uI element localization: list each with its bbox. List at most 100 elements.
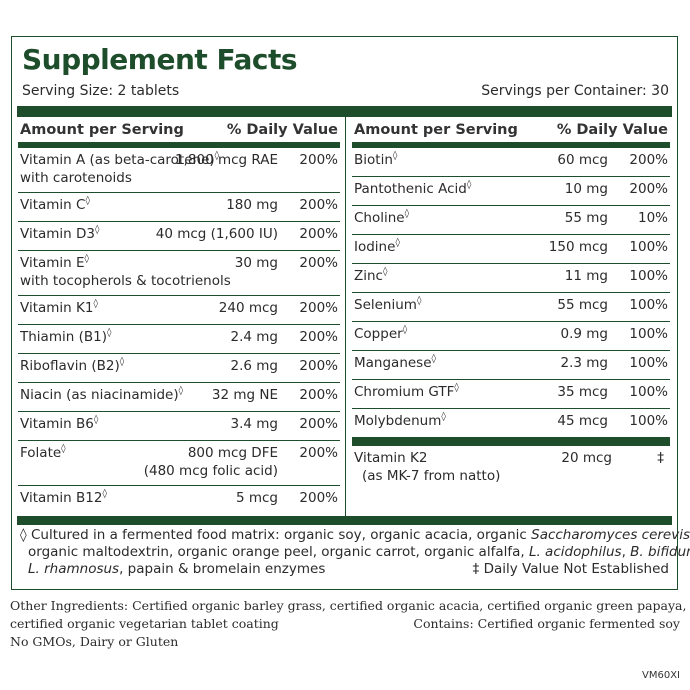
nutrient-amount: 40 mcg (1,600 IU) xyxy=(155,226,278,242)
left-column-header: Amount per Serving % Daily Value xyxy=(18,117,340,148)
amount-header: Amount per Serving xyxy=(20,122,184,138)
nutrient-dv: 100% xyxy=(629,239,668,255)
nutrient-dv: 100% xyxy=(629,268,668,284)
other-ingredients-text: certified organic vegetarian tablet coat… xyxy=(10,616,279,631)
dv-header: % Daily Value xyxy=(556,122,668,138)
diamond-symbol: ◊ xyxy=(20,527,27,543)
nutrient-dv: 200% xyxy=(299,329,338,345)
nutrient-dv: 200% xyxy=(299,226,338,242)
nutrient-row-choline: Choline◊ 55 mg 10% xyxy=(352,206,670,235)
nutrient-row-vitamin-k2: Vitamin K2 (as MK-7 from natto) 20 mcg ‡ xyxy=(352,446,670,496)
diamond-symbol: ◊ xyxy=(178,386,184,396)
footnote-text: organic maltodextrin, organic orange pee… xyxy=(28,544,529,560)
nutrient-name: Vitamin B6◊ xyxy=(20,415,99,432)
nutrient-row-manganese: Manganese◊ 2.3 mg 100% xyxy=(352,351,670,380)
allergen-statement: No GMOs, Dairy or Gluten xyxy=(10,634,179,649)
nutrient-row-pantothenic-acid: Pantothenic Acid◊ 10 mg 200% xyxy=(352,177,670,206)
nutrient-amount: 1,800 mcg RAE xyxy=(175,152,278,168)
column-divider xyxy=(345,117,346,516)
nutrient-name: Vitamin C◊ xyxy=(20,196,90,213)
diamond-symbol: ◊ xyxy=(214,151,220,161)
nutrient-name: Choline◊ xyxy=(354,209,410,226)
nutrient-amount: 2.3 mg xyxy=(560,355,608,371)
nutrient-subtext: (as MK-7 from natto) xyxy=(362,468,501,484)
nutrient-row-vitamin-d3: Vitamin D3◊ 40 mcg (1,600 IU) 200% xyxy=(18,222,340,251)
nutrient-dv: 100% xyxy=(629,413,668,429)
nutrient-amount: 180 mg xyxy=(226,197,278,213)
nutrient-row-selenium: Selenium◊ 55 mcg 100% xyxy=(352,293,670,322)
nutrient-name: Vitamin E◊ xyxy=(20,254,89,271)
diamond-symbol: ◊ xyxy=(93,299,98,309)
dagger-note: ‡ Daily Value Not Established xyxy=(472,561,669,577)
k2-divider xyxy=(352,438,670,446)
footnote-line-1: ◊ Cultured in a fermented food matrix: o… xyxy=(20,527,690,544)
nutrient-dv: 200% xyxy=(299,490,338,506)
nutrient-name: Molybdenum◊ xyxy=(354,412,446,429)
contains-statement: Contains: Certified organic fermented so… xyxy=(413,616,680,631)
diamond-symbol: ◊ xyxy=(392,151,398,161)
nutrient-name: Folate◊ xyxy=(20,444,66,461)
nutrient-amount: 240 mcg xyxy=(218,300,278,316)
nutrient-amount-detail: (480 mcg folic acid) xyxy=(143,463,278,479)
nutrient-name: Vitamin A (as beta-carotene)◊ xyxy=(20,151,220,168)
diamond-symbol: ◊ xyxy=(102,489,107,499)
nutrient-amount: 11 mg xyxy=(564,268,608,284)
nutrient-row-niacin-as-niacinamide: Niacin (as niacinamide)◊ 32 mg NE 200% xyxy=(18,383,340,412)
nutrient-dv: 200% xyxy=(629,152,668,168)
nutrient-row-vitamin-k1: Vitamin K1◊ 240 mcg 200% xyxy=(18,296,340,325)
nutrient-name: Iodine◊ xyxy=(354,238,400,255)
nutrient-row-vitamin-a-as-beta-carotene: Vitamin A (as beta-carotene)◊ with carote… xyxy=(18,148,340,193)
nutrient-dv: 200% xyxy=(299,255,338,271)
left-nutrient-column: Amount per Serving % Daily Value Vitamin… xyxy=(18,117,340,515)
header-divider xyxy=(17,106,672,117)
nutrient-row-zinc: Zinc◊ 11 mg 100% xyxy=(352,264,670,293)
nutrient-name: Biotin◊ xyxy=(354,151,398,168)
nutrient-dv: 200% xyxy=(299,197,338,213)
nutrient-dv: 200% xyxy=(629,181,668,197)
servings-per-container: Servings per Container: 30 xyxy=(481,83,669,99)
nutrient-dv: 10% xyxy=(637,210,668,226)
nutrient-amount: 55 mg xyxy=(564,210,608,226)
footnote-italic: L. acidophilus xyxy=(528,544,622,560)
diamond-symbol: ◊ xyxy=(395,238,400,248)
nutrient-amount: 3.4 mg xyxy=(230,416,278,432)
nutrient-name: Pantothenic Acid◊ xyxy=(354,180,472,197)
footnote-italic: Saccharomyces cerevisiae xyxy=(531,527,690,543)
diamond-symbol: ◊ xyxy=(61,444,66,454)
nutrient-row-molybdenum: Molybdenum◊ 45 mcg 100% xyxy=(352,409,670,438)
nutrient-amount: 60 mcg xyxy=(557,152,608,168)
nutrient-amount: 150 mcg xyxy=(548,239,608,255)
nutrient-row-iodine: Iodine◊ 150 mcg 100% xyxy=(352,235,670,264)
nutrient-dv: 200% xyxy=(299,358,338,374)
diamond-symbol: ◊ xyxy=(93,415,99,425)
diamond-symbol: ◊ xyxy=(119,357,125,367)
other-ingredients: Other Ingredients: Certified organic bar… xyxy=(10,597,687,651)
nutrient-name: Vitamin D3◊ xyxy=(20,225,100,242)
nutrient-subtext: with tocopherols & tocotrienols xyxy=(20,273,231,289)
nutrient-amount: 2.4 mg xyxy=(230,329,278,345)
nutrient-dv: 100% xyxy=(629,326,668,342)
diamond-symbol: ◊ xyxy=(404,209,410,219)
amount-header: Amount per Serving xyxy=(354,122,518,138)
diamond-symbol: ◊ xyxy=(416,296,422,306)
nutrient-row-folate: Folate◊ 800 mcg DFE (480 mcg folic acid) 20… xyxy=(18,441,340,486)
nutrient-row-chromium-gtf: Chromium GTF◊ 35 mcg 100% xyxy=(352,380,670,409)
diamond-symbol: ◊ xyxy=(431,354,436,364)
nutrient-amount: 5 mcg xyxy=(235,490,278,506)
nutrient-subtext: with carotenoids xyxy=(20,170,132,186)
nutrient-dv: ‡ xyxy=(657,450,664,466)
nutrient-name: Niacin (as niacinamide)◊ xyxy=(20,386,184,403)
nutrient-amount: 0.9 mg xyxy=(560,326,608,342)
right-column-header: Amount per Serving % Daily Value xyxy=(352,117,670,148)
nutrient-name: Chromium GTF◊ xyxy=(354,383,459,400)
nutrient-row-copper: Copper◊ 0.9 mg 100% xyxy=(352,322,670,351)
nutrient-amount: 35 mcg xyxy=(557,384,608,400)
nutrient-dv: 100% xyxy=(629,297,668,313)
footnote-line-3: L. rhamnosus, papain & bromelain enzymes… xyxy=(20,561,669,578)
nutrient-dv: 200% xyxy=(299,387,338,403)
other-ingredients-line-1: Other Ingredients: Certified organic bar… xyxy=(10,598,687,613)
other-ingredients-line-2: certified organic vegetarian tablet coat… xyxy=(10,615,680,633)
nutrient-name: Vitamin K1◊ xyxy=(20,299,98,316)
nutrient-name: Vitamin B12◊ xyxy=(20,489,107,506)
diamond-symbol: ◊ xyxy=(106,328,112,338)
